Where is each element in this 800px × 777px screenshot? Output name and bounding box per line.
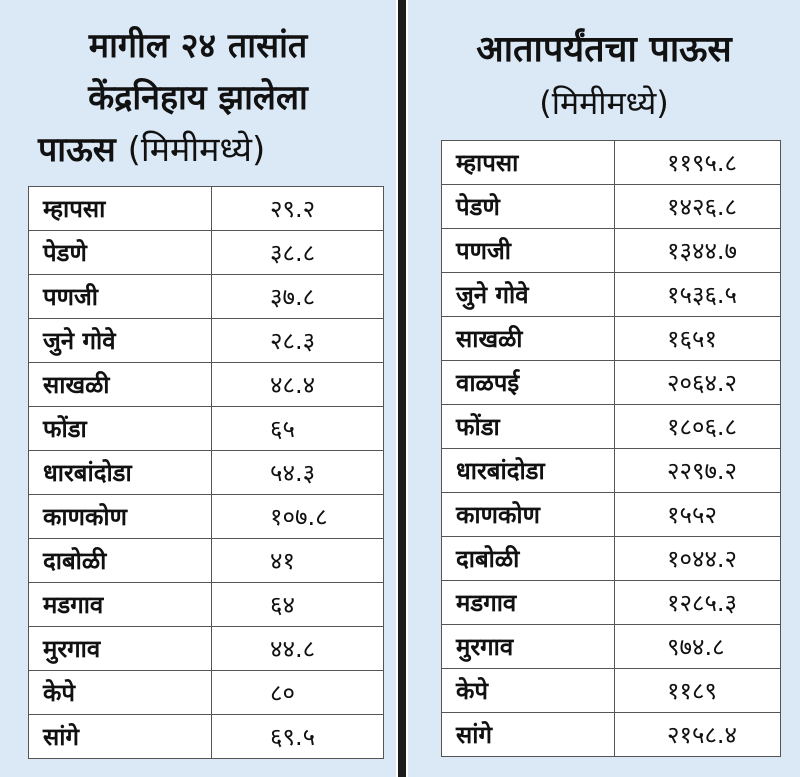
total-rainfall-panel: आतापर्यंतचा पाऊस (मिमीमध्ये) म्हापसा ११९५… [408, 0, 800, 777]
rainfall-value: २९.२ [211, 186, 384, 231]
last-24h-unit: (मिमीमध्ये) [127, 130, 266, 170]
table-row: पणजी १३४४.७ [441, 228, 781, 273]
rainfall-value: ३८.८ [211, 230, 384, 275]
station-name: केपे [441, 668, 615, 713]
table-row: वाळपई २०६४.२ [441, 360, 781, 405]
rainfall-value: १५३६.५ [614, 272, 781, 317]
station-name: सांगे [441, 712, 615, 757]
total-rainfall-title-line1: आतापर्यंतचा पाऊस [476, 29, 732, 70]
station-name: म्हापसा [441, 140, 615, 185]
table-row: मडगाव १२८५.३ [441, 580, 781, 625]
rainfall-value: ४१ [211, 538, 384, 583]
last-24h-title: मागील २४ तासांत केंद्रनिहाय झालेला पाऊस … [28, 20, 368, 176]
table-row: म्हापसा २९.२ [28, 186, 384, 231]
last-24h-title-line2: केंद्रनिहाय झालेला [88, 78, 308, 118]
table-row: फोंडा १८०६.८ [441, 404, 781, 449]
station-name: सांगे [28, 714, 212, 759]
station-name: साखळी [441, 316, 615, 361]
station-name: साखळी [28, 362, 212, 407]
rainfall-value: २८.३ [211, 318, 384, 363]
table-row: काणकोण १०७.८ [28, 494, 384, 539]
table-row: पेडणे ३८.८ [28, 230, 384, 275]
station-name: फोंडा [28, 406, 212, 451]
last-24h-rainfall-table: म्हापसा २९.२ पेडणे ३८.८ पणजी ३७.८ जुने गोवे २८.… [28, 186, 384, 759]
station-name: फोंडा [441, 404, 615, 449]
rainfall-value: २०६४.२ [614, 360, 781, 405]
station-name: मडगाव [28, 582, 212, 627]
station-name: मुरगाव [441, 624, 615, 669]
table-row: पणजी ३७.८ [28, 274, 384, 319]
station-name: मडगाव [441, 580, 615, 625]
rainfall-value: ११८९ [614, 668, 781, 713]
table-row: साखळी १६५१ [441, 316, 781, 361]
column-divider [398, 0, 406, 777]
total-rainfall-title: आतापर्यंतचा पाऊस (मिमीमध्ये) [408, 22, 800, 128]
table-row: धारबांदोडा २२९७.२ [441, 448, 781, 493]
table-row: मुरगाव ४४.८ [28, 626, 384, 671]
rainfall-value: ११९५.८ [614, 140, 781, 185]
rainfall-value: १३४४.७ [614, 228, 781, 273]
rainfall-value: ५४.३ [211, 450, 384, 495]
total-rainfall-table: म्हापसा ११९५.८ पेडणे १४२६.८ पणजी १३४४.७ जुने ग… [441, 140, 781, 757]
rainfall-value: १०४४.२ [614, 536, 781, 581]
rainfall-value: ४४.८ [211, 626, 384, 671]
station-name: मुरगाव [28, 626, 212, 671]
last-24h-title-line3: पाऊस (मिमीमध्ये) [28, 124, 368, 176]
table-row: सांगे २१५८.४ [441, 712, 781, 757]
table-row: म्हापसा ११९५.८ [441, 140, 781, 185]
table-row: दाबोळी ४१ [28, 538, 384, 583]
station-name: दाबोळी [441, 536, 615, 581]
station-name: पणजी [441, 228, 615, 273]
table-row: धारबांदोडा ५४.३ [28, 450, 384, 495]
last-24h-title-rain: पाऊस [38, 130, 116, 170]
rainfall-value: १०७.८ [211, 494, 384, 539]
station-name: केपे [28, 670, 212, 715]
rainfall-value: ९७४.८ [614, 624, 781, 669]
table-row: साखळी ४८.४ [28, 362, 384, 407]
rainfall-value: १४२६.८ [614, 184, 781, 229]
rainfall-value: ४८.४ [211, 362, 384, 407]
rainfall-value: ८० [211, 670, 384, 715]
table-row: केपे ११८९ [441, 668, 781, 713]
table-row: फोंडा ६५ [28, 406, 384, 451]
station-name: पणजी [28, 274, 212, 319]
rainfall-value: १२८५.३ [614, 580, 781, 625]
total-rainfall-unit: (मिमीमध्ये) [539, 84, 669, 122]
station-name: पेडणे [441, 184, 615, 229]
table-row: मडगाव ६४ [28, 582, 384, 627]
station-name: वाळपई [441, 360, 615, 405]
rainfall-value: २१५८.४ [614, 712, 781, 757]
rainfall-value: १८०६.८ [614, 404, 781, 449]
station-name: धारबांदोडा [28, 450, 212, 495]
rainfall-value: १६५१ [614, 316, 781, 361]
table-row: पेडणे १४२६.८ [441, 184, 781, 229]
rainfall-value: ६९.५ [211, 714, 384, 759]
table-row: दाबोळी १०४४.२ [441, 536, 781, 581]
table-row: सांगे ६९.५ [28, 714, 384, 759]
table-row: जुने गोवे १५३६.५ [441, 272, 781, 317]
station-name: काणकोण [28, 494, 212, 539]
station-name: जुने गोवे [441, 272, 615, 317]
last-24h-title-line1: मागील २४ तासांत [88, 26, 308, 66]
table-row: जुने गोवे २८.३ [28, 318, 384, 363]
station-name: धारबांदोडा [441, 448, 615, 493]
rainfall-value: ६४ [211, 582, 384, 627]
station-name: म्हापसा [28, 186, 212, 231]
rainfall-value: १५५२ [614, 492, 781, 537]
station-name: जुने गोवे [28, 318, 212, 363]
table-row: केपे ८० [28, 670, 384, 715]
station-name: पेडणे [28, 230, 212, 275]
table-row: काणकोण १५५२ [441, 492, 781, 537]
station-name: दाबोळी [28, 538, 212, 583]
last-24h-rainfall-panel: मागील २४ तासांत केंद्रनिहाय झालेला पाऊस … [0, 0, 396, 777]
table-row: मुरगाव ९७४.८ [441, 624, 781, 669]
station-name: काणकोण [441, 492, 615, 537]
rainfall-value: ६५ [211, 406, 384, 451]
rainfall-value: ३७.८ [211, 274, 384, 319]
rainfall-value: २२९७.२ [614, 448, 781, 493]
